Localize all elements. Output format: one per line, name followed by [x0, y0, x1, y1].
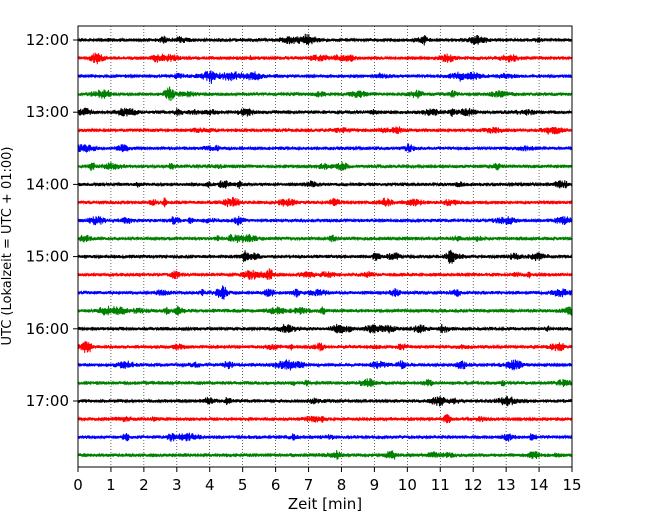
- trace-1330: [77, 143, 573, 153]
- trace-1215: [77, 52, 573, 65]
- y-tick-label: 16:00: [26, 320, 69, 338]
- trace-1745: [77, 449, 573, 460]
- x-tick-label: 8: [337, 476, 347, 494]
- seismic-traces: [77, 33, 573, 460]
- x-tick-label: 2: [139, 476, 149, 494]
- trace-1400: [77, 180, 573, 190]
- trace-1715: [77, 413, 573, 424]
- y-axis-label: UTC (Lokalzeit = UTC + 01:00): [0, 147, 15, 346]
- x-tick-label: 15: [562, 476, 581, 494]
- trace-1300: [77, 107, 573, 117]
- x-tick-label: 10: [398, 476, 417, 494]
- trace-1700: [77, 396, 573, 407]
- x-tick-label: 3: [172, 476, 182, 494]
- y-tick-label: 12:00: [26, 31, 69, 49]
- trace-1730: [77, 432, 573, 442]
- trace-1500: [77, 249, 573, 264]
- x-tick-label: 12: [464, 476, 483, 494]
- y-tick-label: 15:00: [26, 248, 69, 266]
- trace-1630: [77, 359, 573, 371]
- trace-1200: [77, 33, 573, 46]
- trace-1315: [77, 126, 573, 135]
- trace-1230: [77, 70, 573, 84]
- trace-1345: [77, 161, 573, 171]
- x-tick-label: 7: [304, 476, 314, 494]
- x-tick-label: 0: [73, 476, 83, 494]
- trace-1415: [77, 197, 573, 208]
- plot-frame: [77, 25, 573, 468]
- x-tick-label: 6: [271, 476, 281, 494]
- x-axis-label: Zeit [min]: [288, 495, 362, 513]
- x-axis: 0 1 2 3 4 5 6 7 8 9 10 11 12 13 14 15: [73, 467, 582, 494]
- y-tick-label: 14:00: [26, 175, 69, 193]
- trace-1530: [77, 285, 573, 300]
- trace-1645: [77, 378, 573, 388]
- x-tick-label: 9: [370, 476, 380, 494]
- x-tick-label: 5: [238, 476, 248, 494]
- trace-1245: [77, 86, 573, 102]
- x-tick-label: 11: [431, 476, 450, 494]
- x-tick-label: 13: [497, 476, 516, 494]
- y-axis: 12:00 13:00 14:00 15:00 16:00 17:00: [26, 31, 78, 410]
- x-tick-label: 4: [205, 476, 215, 494]
- trace-1545: [77, 305, 573, 316]
- x-tick-label: 1: [106, 476, 116, 494]
- trace-1615: [77, 340, 573, 353]
- trace-1515: [77, 268, 573, 280]
- trace-1600: [77, 323, 573, 334]
- trace-1430: [77, 215, 573, 226]
- trace-1445: [77, 233, 573, 244]
- y-tick-label: 13:00: [26, 103, 69, 121]
- x-tick-label: 14: [530, 476, 549, 494]
- y-tick-label: 17:00: [26, 392, 69, 410]
